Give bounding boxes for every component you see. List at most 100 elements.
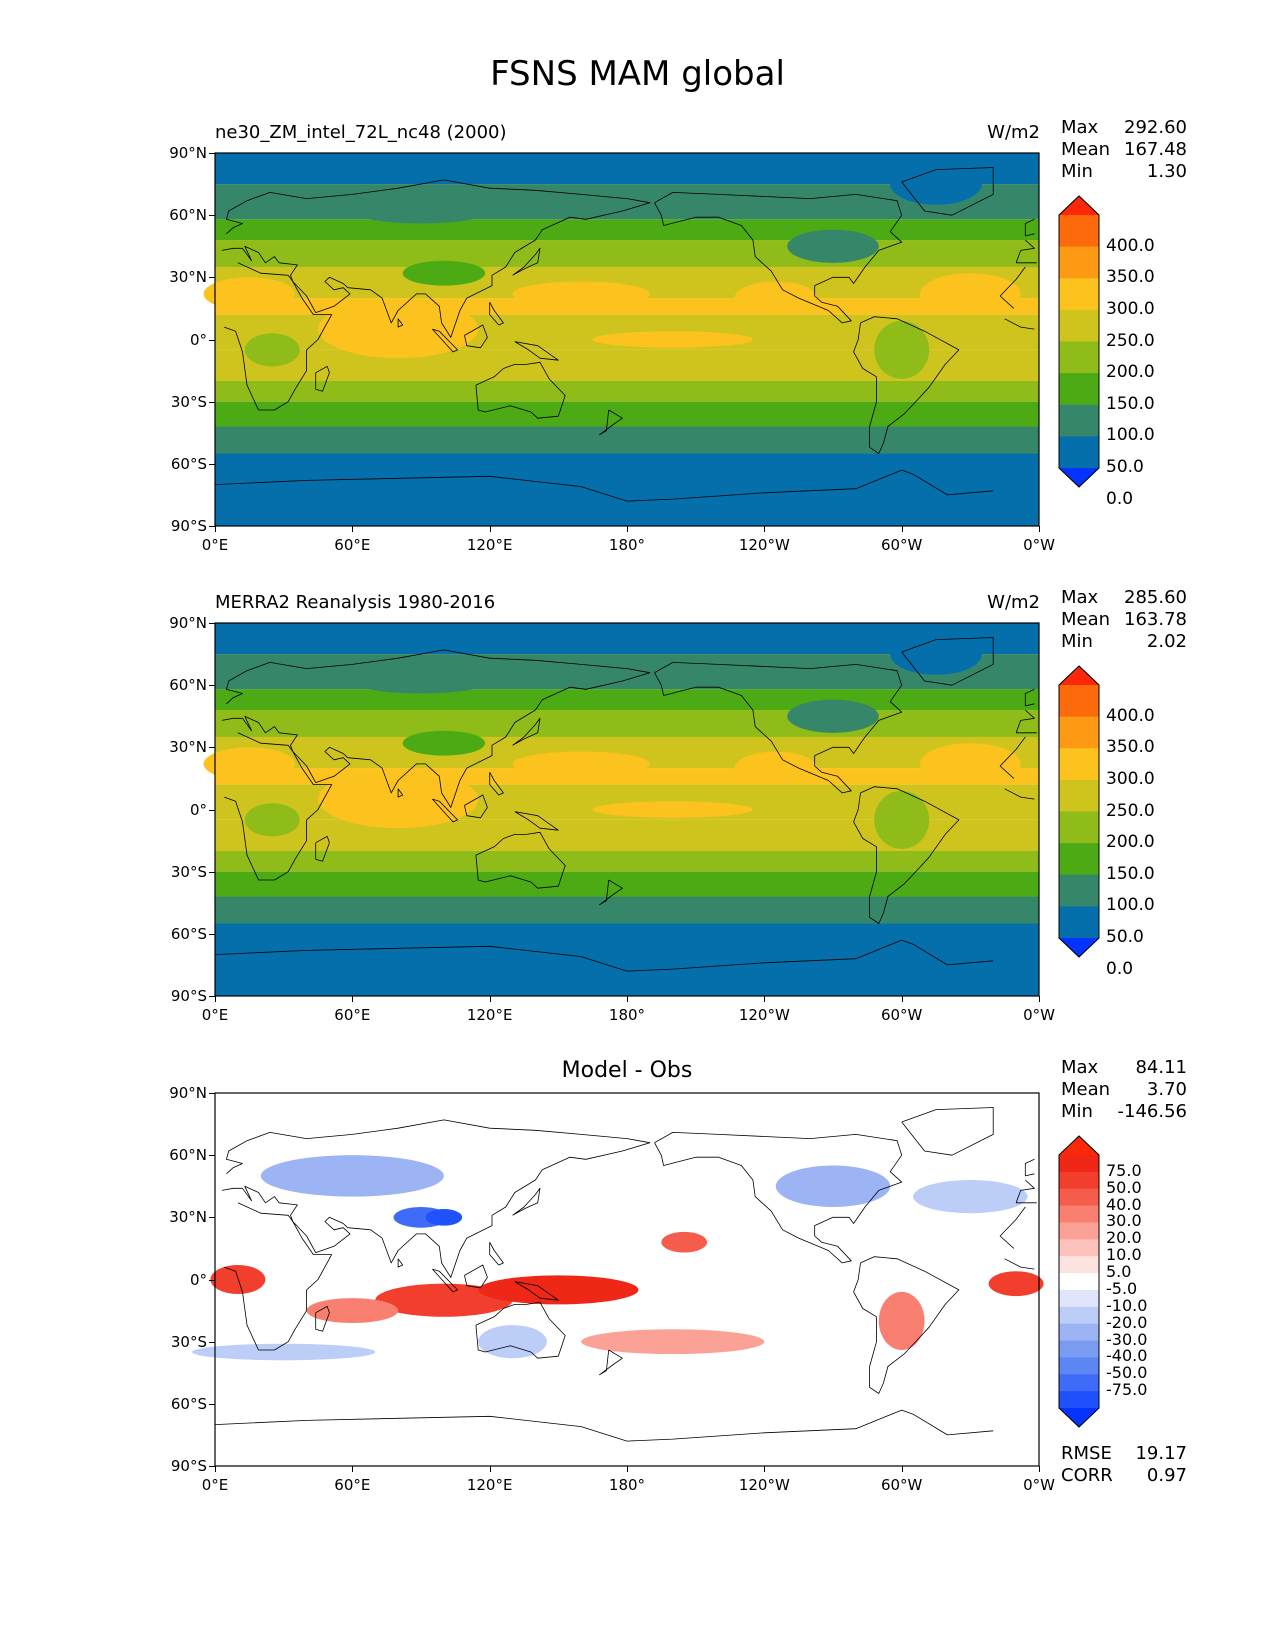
- colorbar-outline: [1058, 1135, 1100, 1428]
- y-tick-label: 30°S: [170, 862, 207, 881]
- diff-region: [878, 1291, 925, 1350]
- colorbar-segment: [1059, 1357, 1099, 1375]
- field-band: [215, 380, 1039, 402]
- y-tick-mark: [209, 1093, 215, 1094]
- field-region: [874, 790, 930, 849]
- coast-srilanka: [397, 318, 404, 328]
- field-region: [919, 743, 1021, 785]
- colorbar-outline: [1058, 665, 1100, 958]
- panel-3-mean-value: 3.70: [1146, 1079, 1187, 1100]
- x-tick-label: 60°E: [334, 1476, 371, 1494]
- colorbar-label: -50.0: [1106, 1363, 1148, 1383]
- panel-1-max-value: 292.60: [1124, 117, 1187, 138]
- coast-madagascar: [315, 1306, 330, 1332]
- coast-australia: [475, 831, 566, 889]
- colorbar-segment: [1059, 906, 1099, 939]
- panel-1-units-label: W/m2: [987, 122, 1040, 143]
- coast-antarctica: [214, 469, 994, 502]
- y-tick-mark: [209, 1403, 215, 1405]
- field-region: [318, 770, 479, 829]
- coast-borneo: [464, 794, 488, 819]
- colorbar-segment: [1059, 436, 1099, 469]
- coast-samerica: [853, 316, 960, 454]
- y-tick-mark: [209, 463, 215, 465]
- x-tick-label: 120°W: [738, 1006, 790, 1024]
- coast-antarctica: [214, 939, 994, 972]
- coast-namerica: [654, 192, 903, 324]
- coast-borneo: [464, 1264, 488, 1289]
- coastlines: [214, 637, 1037, 972]
- x-tick-label: 0°W: [1023, 1006, 1055, 1024]
- x-tick-mark: [1039, 526, 1040, 532]
- coast-philippines: [489, 772, 504, 796]
- x-tick-label: 0°E: [201, 1006, 229, 1024]
- coast-sumatra: [432, 328, 458, 353]
- y-tick-mark: [209, 623, 215, 624]
- diff-region: [260, 1155, 444, 1197]
- colorbar-label: 20.0: [1106, 1228, 1142, 1248]
- y-tick-label: 30°N: [169, 1208, 207, 1227]
- colorbar-segment: [1059, 1256, 1099, 1274]
- colorbar-bottom-extend: [1059, 468, 1099, 487]
- coast-japan: [512, 717, 541, 746]
- field-region: [352, 198, 490, 224]
- colorbar-label: 350.0: [1106, 267, 1155, 288]
- colorbar-segment: [1059, 748, 1099, 781]
- coast-srilanka: [397, 788, 404, 798]
- panel-1-map: [203, 152, 1040, 527]
- colorbar-segment: [1059, 309, 1099, 342]
- panel-1-max-label: Max: [1061, 117, 1099, 138]
- colorbar-segment: [1059, 341, 1099, 374]
- y-tick-mark: [209, 1279, 215, 1281]
- x-tick-mark: [489, 1466, 491, 1472]
- x-tick-label: 0°E: [201, 1476, 229, 1494]
- field-band: [215, 453, 1039, 526]
- x-tick-label: 0°W: [1023, 536, 1055, 554]
- coast-greenland: [901, 167, 994, 216]
- colorbar-top-extend: [1059, 1136, 1099, 1155]
- field-region: [919, 273, 1021, 315]
- y-tick-mark: [209, 215, 215, 217]
- field-band: [215, 240, 1039, 267]
- coast-borneo: [464, 324, 488, 349]
- coast-uk: [1024, 1158, 1035, 1177]
- colorbar-label: 30.0: [1106, 1211, 1142, 1231]
- y-tick-label: 60°N: [169, 676, 207, 695]
- field-band: [215, 871, 1039, 897]
- x-tick-label: 60°W: [880, 536, 923, 554]
- colorbar-label: -40.0: [1106, 1346, 1148, 1366]
- colorbar-label: 400.0: [1106, 705, 1155, 726]
- panel-3-title: Model - Obs: [561, 1058, 693, 1083]
- panel-3-map: [192, 1092, 1044, 1467]
- map-fill: [203, 623, 1039, 996]
- field-band: [215, 401, 1039, 427]
- y-tick-label: 90°N: [169, 614, 207, 632]
- colorbar-label: 0.0: [1106, 488, 1134, 509]
- diff-region: [375, 1283, 513, 1317]
- x-tick-label: 120°W: [738, 536, 790, 554]
- colorbar-segment: [1059, 1273, 1099, 1291]
- diff-region: [192, 1343, 376, 1361]
- colorbar-segment: [1059, 1155, 1099, 1173]
- colorbar-label: 200.0: [1106, 362, 1155, 383]
- coast-namerica: [654, 662, 903, 794]
- y-tick-label: 30°S: [170, 392, 207, 411]
- field-region: [512, 281, 650, 307]
- panel-1-min-label: Min: [1061, 161, 1093, 182]
- y-tick-label: 0°: [189, 800, 207, 819]
- coast-japan: [512, 247, 541, 276]
- colorbar-label: 250.0: [1106, 330, 1155, 351]
- x-tick-mark: [627, 526, 628, 532]
- coast-madagascar: [315, 836, 330, 862]
- field-region: [592, 331, 753, 348]
- panel-2-colorbar: [1058, 665, 1100, 958]
- map-fill: [192, 1093, 1044, 1466]
- coast-greenland: [901, 1107, 994, 1156]
- x-tick-mark: [901, 526, 903, 532]
- colorbar-label: 40.0: [1106, 1194, 1142, 1214]
- y-tick-label: 90°S: [170, 1457, 207, 1475]
- y-tick-mark: [209, 871, 215, 873]
- field-region: [890, 163, 982, 205]
- colorbar-label: 350.0: [1106, 737, 1155, 758]
- coast-newguinea: [514, 1281, 559, 1301]
